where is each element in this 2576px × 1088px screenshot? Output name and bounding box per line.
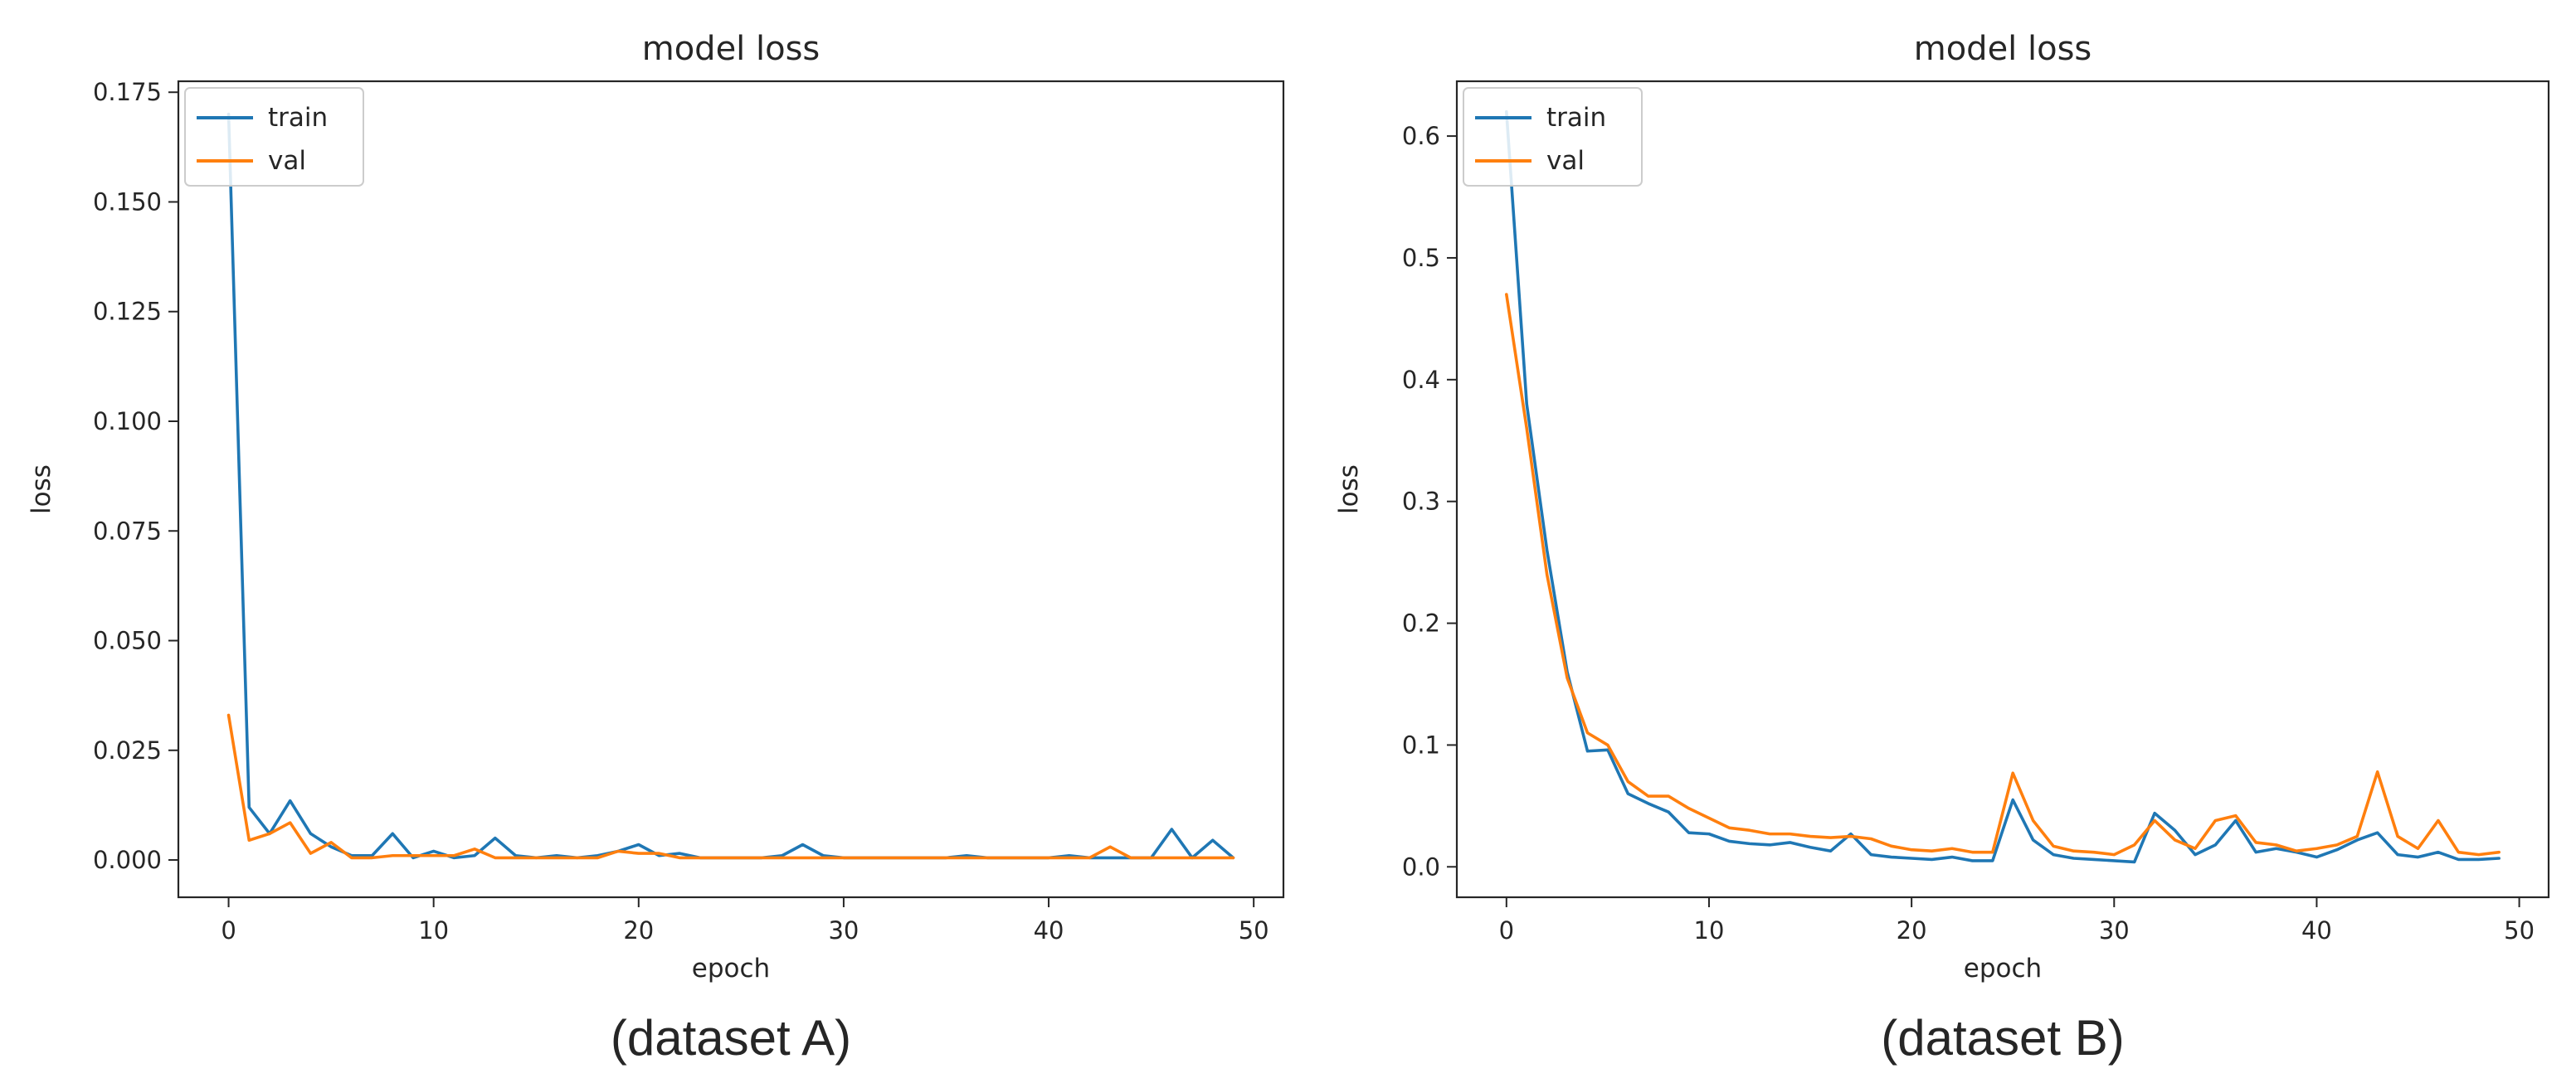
legend-label-val: val	[268, 146, 306, 176]
y-axis-label: loss	[1334, 464, 1364, 514]
chart-title: model loss	[1914, 30, 2092, 68]
x-tick-label: 10	[418, 916, 449, 945]
legend: train val	[184, 87, 364, 187]
series-line-train	[1505, 109, 2501, 864]
x-tick-label: 0	[1499, 916, 1514, 945]
legend-label-train: train	[1546, 103, 1606, 133]
y-tick-label: 0.2	[1402, 610, 1440, 638]
x-tick-label: 40	[2301, 916, 2332, 945]
y-tick-label: 0.0	[1402, 852, 1440, 881]
y-tick-label: 0.000	[93, 846, 162, 874]
legend-label-val: val	[1546, 146, 1585, 176]
plot-frame	[177, 80, 1285, 899]
x-axis-label: epoch	[692, 954, 770, 984]
y-tick-label: 0.100	[93, 407, 162, 435]
y-tick-label: 0.125	[93, 298, 162, 326]
plot-frame	[1455, 80, 2550, 899]
x-tick-label: 30	[2099, 916, 2130, 945]
y-tick-label: 0.175	[93, 78, 162, 106]
y-tick-label: 0.6	[1402, 122, 1440, 150]
x-tick-label: 0	[221, 916, 236, 945]
y-tick-label: 0.4	[1402, 366, 1440, 394]
x-tick-label: 10	[1694, 916, 1725, 945]
y-tick-label: 0.025	[93, 736, 162, 765]
series-line-val	[1505, 293, 2501, 857]
x-tick-label: 50	[2504, 916, 2535, 945]
x-tick-label: 30	[828, 916, 859, 945]
series-line-val	[226, 713, 1235, 860]
chart-caption: (dataset A)	[611, 1010, 851, 1066]
x-axis-label: epoch	[1964, 954, 2042, 984]
y-tick-label: 0.3	[1402, 488, 1440, 516]
y-tick-label: 0.050	[93, 627, 162, 655]
y-tick-label: 0.1	[1402, 731, 1440, 759]
x-tick-label: 40	[1034, 916, 1064, 945]
legend-label-train: train	[268, 103, 328, 133]
chart-title: model loss	[642, 30, 821, 68]
chart-panel-dataset-b: model loss epoch loss (dataset B) 0 10 20 3…	[1334, 30, 2550, 1066]
y-tick-label: 0.075	[93, 517, 162, 545]
y-tick-label: 0.150	[93, 187, 162, 216]
x-tick-label: 20	[623, 916, 654, 945]
x-tick-label: 50	[1239, 916, 1269, 945]
legend: train val	[1463, 87, 1643, 187]
y-tick-label: 0.5	[1402, 244, 1440, 272]
x-tick-label: 20	[1897, 916, 1927, 945]
chart-caption: (dataset B)	[1881, 1010, 2124, 1066]
chart-panel-dataset-a: model loss epoch loss (dataset A) 0 10 20 3…	[27, 30, 1285, 1066]
y-axis-label: loss	[27, 464, 56, 514]
